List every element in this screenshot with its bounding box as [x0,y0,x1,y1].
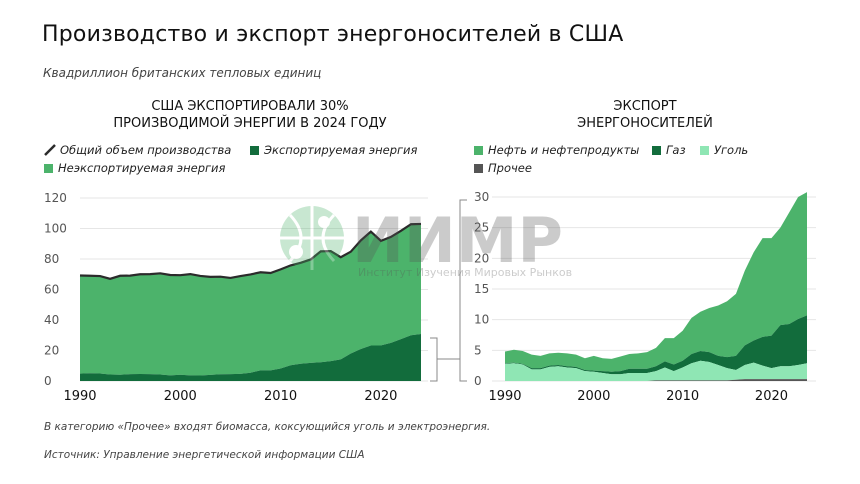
right-chart-areas [505,192,807,381]
source-note: Источник: Управление энергетической инфо… [44,449,365,461]
y-tick-label: 100 [44,222,67,236]
swatch-icon [474,163,483,173]
right-chart-title-line: ЭНЕРГОНОСИТЕЛЕЙ [577,116,713,131]
legend-label: Неэкспортируемая энергия [58,161,226,175]
bracket-connector [430,199,467,382]
line-total-production [79,222,422,280]
legend-item-gas: Газ [652,143,686,157]
left-chart-ticks: 0 20 40 60 80 100 120 1990 2000 2010 2020 [44,191,397,404]
globe-icon [280,206,344,270]
swatch-icon [250,145,259,155]
y-tick-label: 30 [474,190,489,204]
page-title: Производство и экспорт энергоносителей в… [42,22,624,47]
y-tick-label: 120 [44,191,67,205]
legend-label: Нефть и нефтепродукты [488,143,640,157]
legend-item-other: Прочее [474,161,532,175]
y-tick-label: 5 [474,343,482,357]
x-tick-label: 2000 [577,389,610,404]
footnote: В категорию «Прочее» входят биомасса, ко… [44,421,491,433]
legend-item-coal: Уголь [700,143,748,157]
area-gas [505,315,807,375]
watermark-subtext: Институт Изучения Мировых Рынков [358,266,572,279]
right-chart-title: ЭКСПОРТ ЭНЕРГОНОСИТЕЛЕЙ [540,98,750,132]
left-chart-title-line: США ЭКСПОРТИРОВАЛИ 30% [151,99,349,114]
y-tick-label: 20 [44,344,59,358]
right-chart-title-line: ЭКСПОРТ [613,99,677,114]
units-subtitle: Квадриллион британских тепловых единиц [43,66,322,80]
legend-item-non-exported: Неэкспортируемая энергия [44,161,225,175]
legend-item-exported: Экспортируемая энергия [250,143,417,157]
y-tick-label: 0 [44,374,52,388]
left-chart-title-line: ПРОИЗВОДИМОЙ ЭНЕРГИИ В 2024 ГОДУ [113,116,387,131]
legend-item-total: Общий объем производства [44,143,231,157]
y-tick-label: 20 [474,251,489,265]
legend-label: Уголь [714,143,749,157]
x-tick-label: 2020 [364,389,397,404]
x-tick-label: 2010 [264,389,297,404]
y-tick-label: 15 [474,282,489,296]
y-tick-label: 80 [44,252,59,266]
swatch-icon [474,145,483,155]
legend-label: Газ [666,143,686,157]
y-tick-label: 10 [474,313,489,327]
left-chart-areas [79,222,422,381]
x-tick-label: 2000 [164,389,197,404]
line-swatch-icon [44,144,56,156]
right-chart-ticks: 0 5 10 15 20 25 30 1990 2000 2010 2020 [474,190,788,404]
legend-item-oil: Нефть и нефтепродукты [474,143,639,157]
y-tick-label: 60 [44,283,59,297]
area-oil [505,192,807,372]
area-coal [505,360,807,381]
legend-label: Экспортируемая энергия [264,143,418,157]
swatch-icon [652,145,661,155]
area-non-exported [80,223,421,376]
legend-label: Общий объем производства [60,143,232,157]
area-exported [80,334,421,381]
legend-label: Прочее [488,161,532,175]
y-tick-label: 25 [474,221,489,235]
watermark-text: ИИМР [352,204,563,277]
x-tick-label: 2010 [666,389,699,404]
swatch-icon [700,145,709,155]
y-tick-label: 40 [44,313,59,327]
y-tick-label: 0 [474,374,482,388]
x-tick-label: 1990 [63,389,96,404]
x-tick-label: 1990 [488,389,521,404]
watermark-logo: ИИМР Институт Изучения Мировых Рынков [280,204,572,279]
swatch-icon [44,163,53,173]
x-tick-label: 2020 [755,389,788,404]
area-other [505,379,807,381]
left-chart-title: США ЭКСПОРТИРОВАЛИ 30% ПРОИЗВОДИМОЙ ЭНЕР… [80,98,420,132]
